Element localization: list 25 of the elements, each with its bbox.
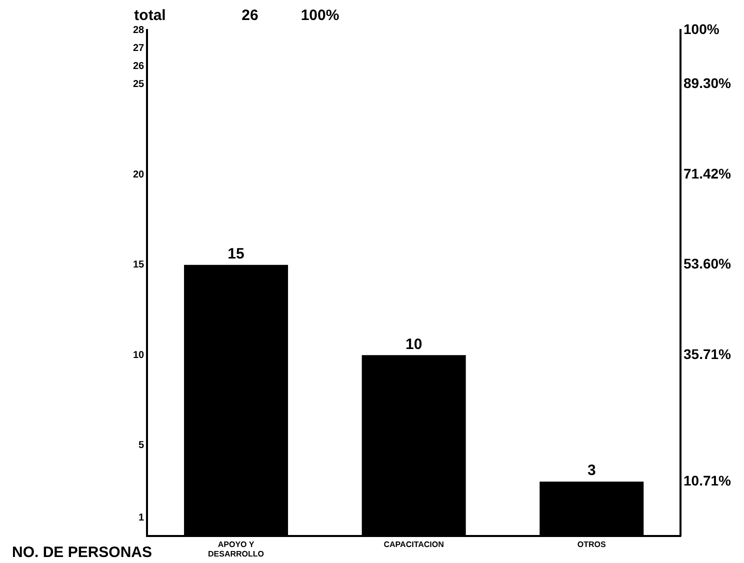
x-tick-label: APOYO Y DESARROLLO [208, 540, 264, 558]
y-tick-label: 28 [133, 24, 145, 36]
x-tick-label: OTROS [577, 540, 606, 549]
y-tick-label: 25 [133, 78, 145, 90]
y-tick-label: 15 [133, 260, 145, 271]
y-tick-label: 26 [133, 60, 145, 72]
x-tick-label: CAPACITACION [384, 540, 444, 549]
y2-tick-label: 71.42% [684, 165, 732, 182]
data-label: 3 [587, 462, 596, 480]
y-tick-label: 27 [133, 42, 145, 54]
y-tick-label: 1 [138, 512, 145, 524]
text: 26 [242, 7, 258, 24]
y2-tick-label: 100% [684, 20, 720, 37]
y2-tick-label: 35.71% [684, 346, 732, 362]
y2-tick-label: 10.71% [684, 472, 732, 488]
y-tick-label: 5 [138, 440, 145, 452]
y-axis-title: NO. DE PERSONAS [12, 544, 152, 562]
y2-tick-label: 89.30% [684, 74, 732, 91]
y-tick-label: 20 [133, 169, 145, 180]
y-tick-label: 10 [133, 350, 145, 361]
data-label: 15 [228, 245, 244, 262]
text: total [134, 7, 166, 24]
data-label: 10 [405, 336, 422, 353]
text: 100% [300, 7, 340, 24]
y2-tick-label: 53.60% [684, 256, 732, 272]
